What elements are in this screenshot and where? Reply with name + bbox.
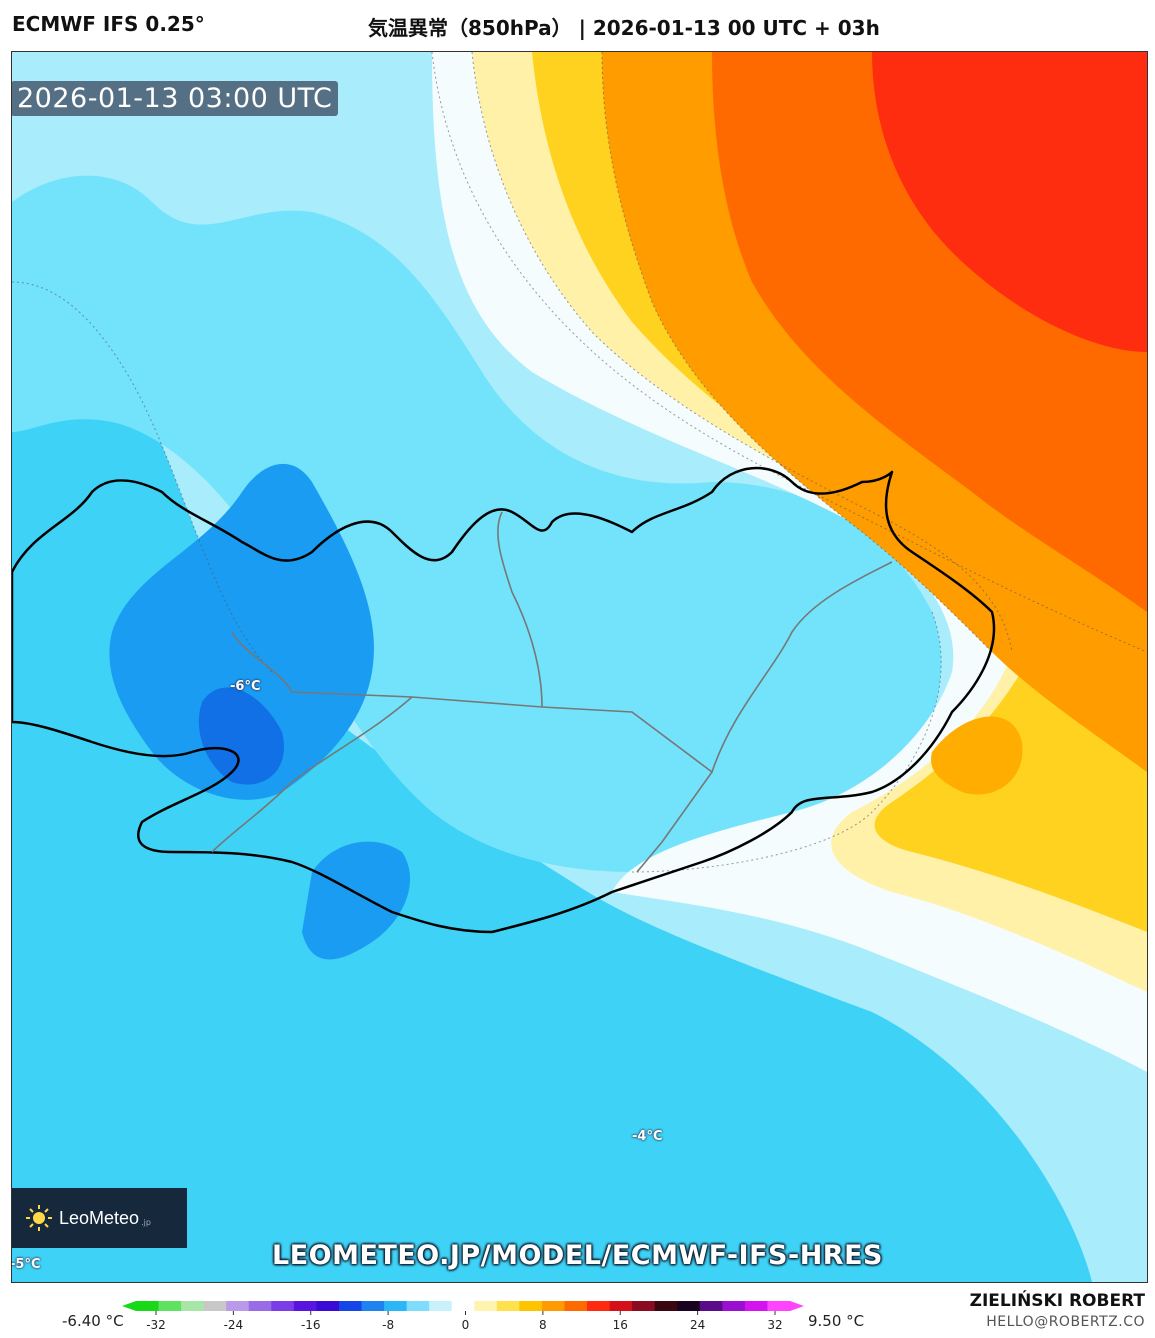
value-label-west: -6°C [230, 679, 261, 694]
map-panel[interactable]: 2026-01-13 03:00 UTC -6°C -4°C -5°C LeoM… [11, 51, 1148, 1283]
legend-swatch [541, 1301, 566, 1311]
legend-min-label: -6.40 °C [62, 1312, 124, 1330]
legend-swatch [384, 1301, 408, 1311]
legend-tick-label: 8 [539, 1318, 547, 1332]
legend-tick-label: -24 [224, 1318, 244, 1332]
legend-swatch [744, 1301, 769, 1311]
legend-swatch [609, 1301, 633, 1311]
legend-max-arrow [790, 1301, 804, 1311]
logo-text: LeoMeteo [59, 1207, 140, 1228]
sun-icon [26, 1205, 52, 1231]
legend-tick-label: 16 [613, 1318, 628, 1332]
author-name: ZIELIŃSKI ROBERT [969, 1291, 1145, 1311]
legend-swatch [316, 1301, 340, 1311]
legend-swatch [496, 1301, 520, 1311]
legend-swatch [271, 1301, 295, 1311]
legend-swatch [587, 1301, 611, 1311]
legend-tick-label: 0 [462, 1318, 470, 1332]
legend-tick-label: -8 [382, 1318, 394, 1332]
value-label-south: -4°C [632, 1129, 663, 1144]
legend-max-label: 9.50 °C [808, 1312, 865, 1330]
legend-swatch [181, 1301, 205, 1311]
legend-swatch [338, 1301, 363, 1311]
legend-swatch [136, 1301, 160, 1311]
legend-swatch [248, 1301, 272, 1311]
coastline [12, 466, 996, 934]
legend-swatch [677, 1301, 701, 1311]
valid-time-badge: 2026-01-13 03:00 UTC [12, 81, 339, 116]
color-legend: -32 -24 -16 -8 0 8 16 24 32 [122, 1301, 804, 1332]
legend-swatch [361, 1301, 385, 1311]
legend-swatch [654, 1301, 678, 1311]
anomaly-band-lighter-cyan [12, 175, 942, 872]
legend-swatch [429, 1301, 453, 1311]
legend-swatch [632, 1301, 656, 1311]
legend-swatch [203, 1301, 227, 1311]
legend-swatch [564, 1301, 588, 1311]
leometeo-logo[interactable]: LeoMeteo .jp [12, 1188, 187, 1248]
legend-swatch [519, 1301, 543, 1311]
region-boundaries [211, 511, 893, 873]
author-email[interactable]: HELLO@ROBERTZ.CO [986, 1314, 1145, 1330]
logo-suffix: .jp [141, 1217, 151, 1227]
legend-swatch [293, 1301, 318, 1311]
model-url[interactable]: LEOMETEO.JP/MODEL/ECMWF-IFS-HRES [272, 1240, 883, 1271]
legend-tick-label: 24 [690, 1318, 705, 1332]
legend-swatch [699, 1301, 723, 1311]
anomaly-band-orange-2 [931, 716, 1023, 795]
anomaly-map [12, 52, 1147, 1282]
legend-swatch [451, 1301, 475, 1311]
legend-tick-label: -16 [301, 1318, 321, 1332]
legend-swatch [406, 1301, 430, 1311]
legend-swatch [158, 1301, 182, 1311]
legend-tick-label: 32 [767, 1318, 782, 1332]
legend-min-arrow [122, 1301, 136, 1311]
legend-tick-label: -32 [146, 1318, 166, 1332]
anomaly-band-red [872, 52, 1147, 352]
value-label-corner: -5°C [11, 1257, 41, 1272]
contour-lines [12, 52, 1147, 873]
model-title: ECMWF IFS 0.25° [12, 12, 205, 36]
anomaly-band-darker-blue [198, 687, 284, 785]
chart-title: 気温異常（850hPa） | 2026-01-13 00 UTC + 03h [368, 16, 880, 40]
legend-swatch [722, 1301, 746, 1311]
legend-swatch [226, 1301, 250, 1311]
legend-swatch [474, 1301, 498, 1311]
anomaly-band-blue-2 [302, 841, 411, 960]
legend-swatch [767, 1301, 791, 1311]
